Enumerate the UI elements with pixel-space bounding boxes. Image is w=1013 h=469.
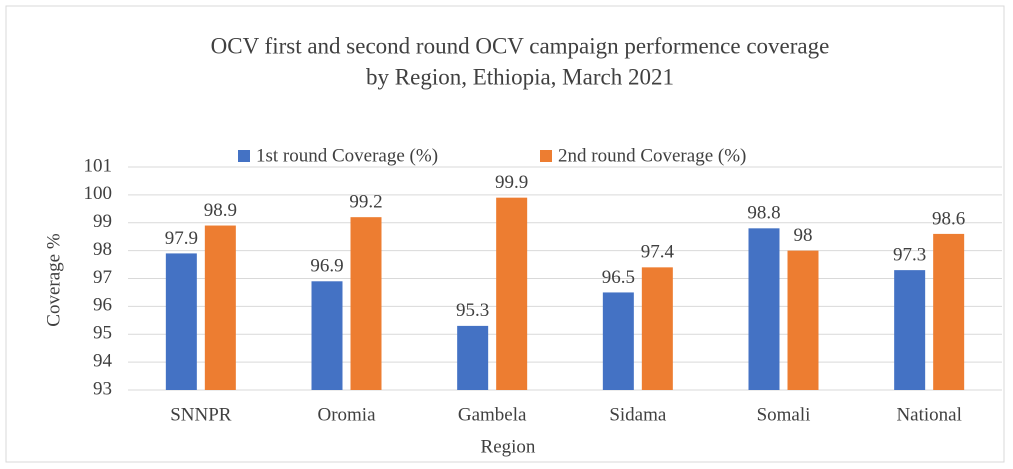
value-label: 98: [794, 225, 813, 246]
bar: [457, 325, 489, 390]
y-tick-label: 99: [93, 211, 112, 232]
y-tick-label: 101: [84, 155, 113, 176]
value-label: 98.8: [747, 203, 780, 224]
y-axis-label: Coverage %: [43, 233, 64, 327]
x-tick-label: Somali: [757, 404, 811, 425]
bar: [204, 225, 236, 390]
value-label: 96.5: [602, 267, 635, 288]
y-tick-label: 98: [93, 239, 112, 260]
bar: [894, 270, 926, 390]
bar: [311, 281, 343, 390]
x-tick-label: Gambela: [458, 404, 527, 425]
legend-swatch: [540, 150, 552, 162]
value-label: 95.3: [456, 300, 489, 321]
x-tick-label: National: [896, 404, 961, 425]
y-tick-label: 95: [93, 323, 112, 344]
value-label: 99.2: [349, 192, 382, 213]
bar: [165, 253, 197, 390]
y-tick-label: 97: [93, 267, 112, 288]
x-axis-label: Region: [481, 436, 536, 457]
bar: [748, 228, 780, 390]
value-label: 98.6: [932, 208, 965, 229]
bar: [787, 250, 819, 390]
y-tick-label: 100: [84, 183, 113, 204]
value-label: 99.9: [495, 172, 528, 193]
bar: [496, 197, 528, 390]
x-tick-label: SNNPR: [170, 404, 232, 425]
value-label: 97.4: [641, 242, 675, 263]
legend-label: 1st round Coverage (%): [256, 145, 438, 166]
bar: [350, 217, 382, 390]
bar: [602, 292, 634, 390]
y-tick-label: 96: [93, 295, 112, 316]
value-label: 97.9: [165, 228, 198, 249]
legend-swatch: [238, 150, 250, 162]
chart-title: by Region, Ethiopia, March 2021: [366, 64, 674, 89]
value-label: 97.3: [893, 244, 926, 265]
value-label: 96.9: [310, 256, 343, 277]
bar: [641, 267, 673, 390]
legend-label: 2nd round Coverage (%): [558, 145, 746, 166]
y-tick-label: 93: [93, 378, 112, 399]
chart-title: OCV first and second round OCV campaign …: [211, 33, 830, 58]
x-tick-label: Oromia: [317, 404, 376, 425]
y-tick-label: 94: [93, 350, 113, 371]
value-label: 98.9: [204, 200, 237, 221]
x-tick-label: Sidama: [609, 404, 667, 425]
bar: [933, 233, 965, 390]
